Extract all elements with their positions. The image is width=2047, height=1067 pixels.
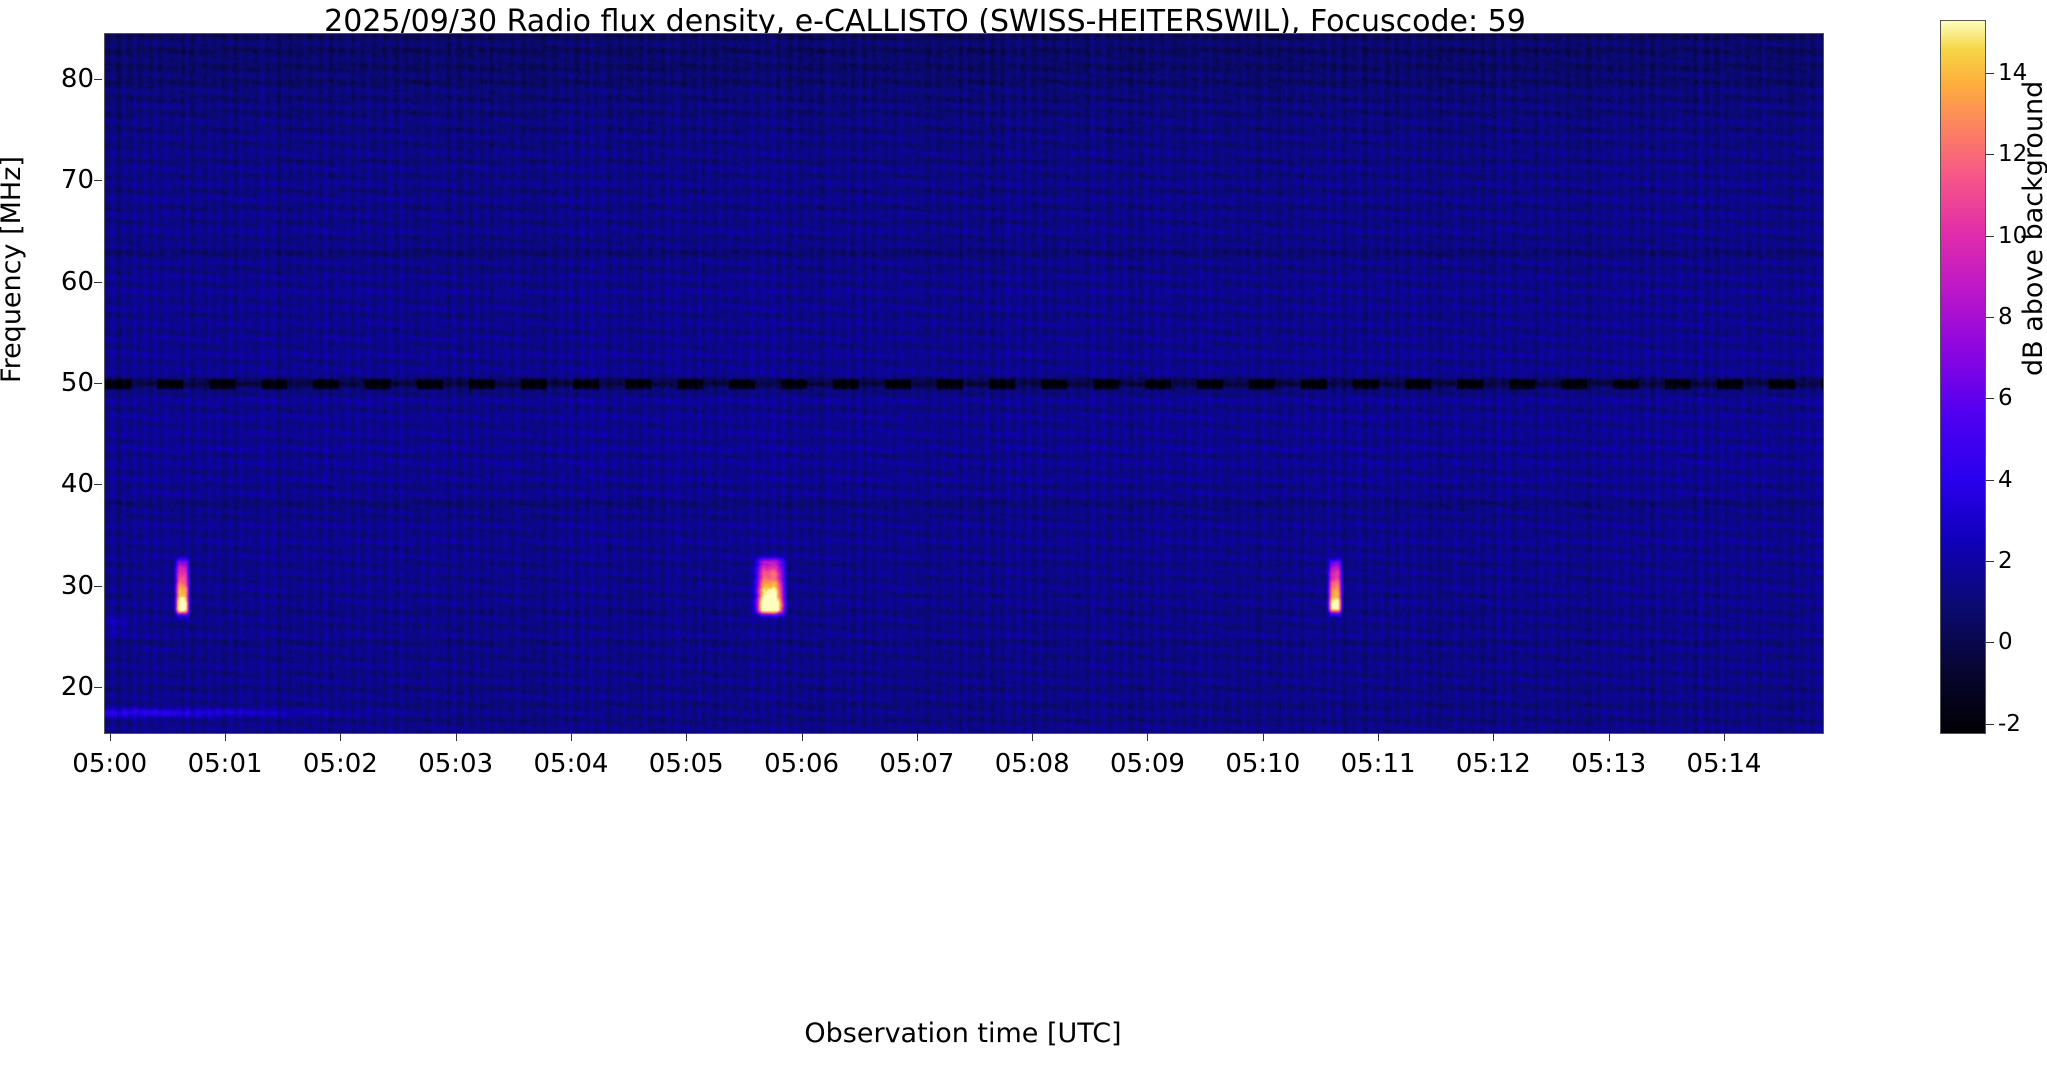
x-tick-mark <box>1032 733 1034 741</box>
x-tick-mark <box>686 733 688 741</box>
y-tick-mark <box>94 78 102 80</box>
y-tick-label: 70 <box>60 165 94 196</box>
colorbar-tick-mark <box>1986 479 1994 481</box>
spectrogram-image <box>105 34 1823 733</box>
colorbar-tick-label: 2 <box>1998 548 2013 575</box>
x-tick-label: 05:05 <box>648 749 724 779</box>
colorbar-ticks: -2 0 2 4 6 8 10 12 14 <box>1986 20 2046 737</box>
x-tick-mark <box>1378 733 1380 741</box>
x-tick-label: 05:09 <box>1110 749 1185 779</box>
y-tick-mark <box>94 281 102 283</box>
y-axis-ticks: 80 70 60 50 40 30 20 <box>0 33 102 732</box>
x-tick-label: 05:12 <box>1455 749 1531 779</box>
x-tick-mark <box>1608 733 1610 741</box>
x-tick-label: 05:10 <box>1225 749 1301 779</box>
x-tick-label: 05:14 <box>1686 749 1762 779</box>
x-tick-mark <box>1723 733 1725 741</box>
y-tick-mark <box>94 180 102 182</box>
x-tick-mark <box>1493 733 1495 741</box>
y-tick-mark <box>94 687 102 689</box>
colorbar-tick-label: 4 <box>1998 466 2013 493</box>
x-tick-label: 05:11 <box>1340 749 1416 779</box>
colorbar-tick-label: 6 <box>1998 385 2013 412</box>
x-axis-label: Observation time [UTC] <box>804 1018 1122 1049</box>
x-tick-mark <box>1262 733 1264 741</box>
x-tick-label: 05:04 <box>533 749 609 779</box>
y-tick-mark <box>94 585 102 587</box>
colorbar <box>1940 20 1986 734</box>
x-tick-mark <box>455 733 457 741</box>
x-tick-mark <box>801 733 803 741</box>
x-tick-mark <box>109 733 111 741</box>
colorbar-tick-mark <box>1986 398 1994 400</box>
x-tick-label: 05:00 <box>72 749 148 779</box>
colorbar-tick-mark <box>1986 642 1994 644</box>
y-tick-label: 50 <box>60 368 94 398</box>
colorbar-tick-label: 10 <box>1998 222 2028 249</box>
x-tick-label: 05:08 <box>994 749 1070 779</box>
y-tick-label: 80 <box>60 63 94 94</box>
x-tick-mark <box>340 733 342 741</box>
x-tick-label: 05:01 <box>187 749 263 779</box>
y-tick-mark <box>94 383 102 384</box>
x-tick-mark <box>225 733 227 741</box>
colorbar-label: dB above background <box>2018 80 2047 376</box>
colorbar-tick-mark <box>1986 235 1994 237</box>
colorbar-tick-label: 8 <box>1998 304 2013 330</box>
colorbar-tick-mark <box>1986 154 1994 156</box>
colorbar-tick-mark <box>1986 723 1994 725</box>
spectrogram-plot-area[interactable] <box>104 33 1824 734</box>
x-tick-label: 05:02 <box>302 749 378 779</box>
colorbar-tick-mark <box>1986 317 1994 318</box>
colorbar-tick-label: 14 <box>1998 59 2028 86</box>
y-tick-label: 20 <box>60 672 94 703</box>
y-tick-label: 30 <box>60 570 94 601</box>
y-tick-mark <box>94 484 102 486</box>
x-axis-ticks: 05:00 05:01 05:02 05:03 05:04 05:05 05:06 05:07… <box>72 733 1822 783</box>
x-tick-mark <box>1147 733 1149 741</box>
y-tick-label: 60 <box>60 266 94 297</box>
x-tick-mark <box>570 733 572 741</box>
x-tick-label: 05:13 <box>1571 749 1647 779</box>
y-tick-label: 40 <box>60 469 94 500</box>
colorbar-tick-mark <box>1986 72 1994 74</box>
x-tick-label: 05:07 <box>879 749 955 779</box>
x-tick-label: 05:03 <box>418 749 494 779</box>
x-tick-mark <box>916 733 918 741</box>
colorbar-tick-label: 12 <box>1998 141 2028 168</box>
colorbar-tick-label: -2 <box>1998 710 2021 737</box>
colorbar-tick-label: 0 <box>1998 629 2013 656</box>
colorbar-gradient <box>1941 21 1985 733</box>
x-tick-label: 05:06 <box>764 749 840 779</box>
colorbar-tick-mark <box>1986 561 1994 563</box>
